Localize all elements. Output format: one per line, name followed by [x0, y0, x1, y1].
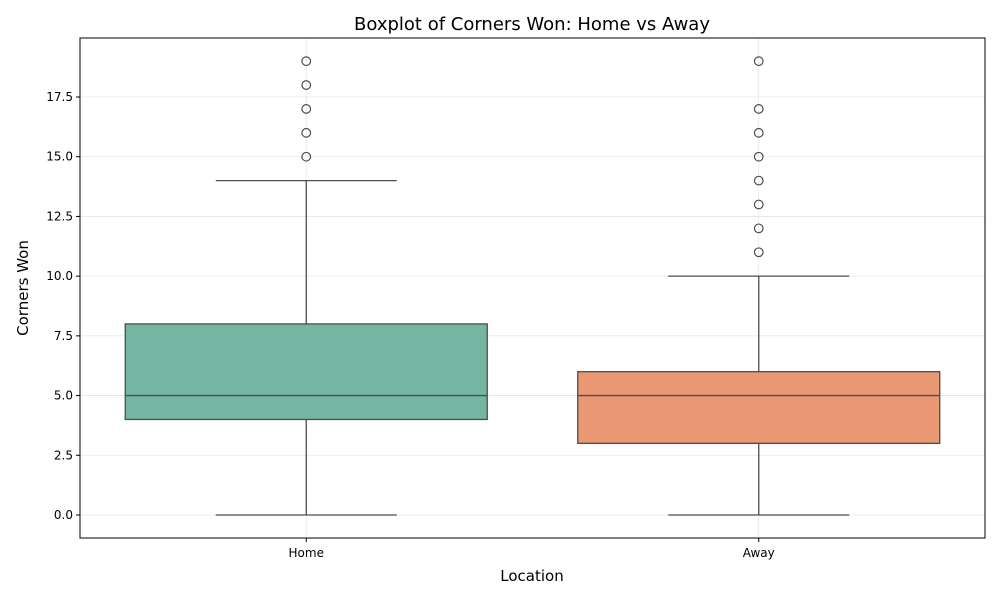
y-tick-label: 0.0 — [54, 508, 73, 522]
outlier-point — [301, 80, 312, 90]
outlier-point — [753, 127, 764, 138]
x-axis-label: Location — [500, 567, 563, 585]
outlier-point — [753, 151, 764, 162]
outlier-point — [301, 104, 312, 114]
outlier-point — [753, 104, 764, 114]
y-tick-label: 12.5 — [46, 209, 73, 223]
box-away — [577, 56, 941, 516]
y-tick-label: 10.0 — [46, 269, 73, 283]
outlier-point — [301, 151, 312, 162]
y-tick-label: 5.0 — [54, 389, 73, 403]
y-tick-label: 7.5 — [54, 329, 73, 343]
y-tick-label: 2.5 — [54, 448, 73, 462]
box-home — [124, 56, 488, 516]
outlier-point — [753, 199, 764, 210]
gridlines — [80, 38, 985, 538]
x-tick-label: Away — [743, 546, 775, 560]
outlier-point — [301, 56, 312, 67]
plot-frame — [79, 37, 986, 539]
outlier-point — [753, 175, 764, 186]
outlier-point — [753, 56, 764, 67]
boxes — [124, 56, 941, 516]
y-axis-label: Corners Won — [14, 240, 32, 336]
y-tick-label: 15.0 — [46, 150, 73, 164]
chart-title: Boxplot of Corners Won: Home vs Away — [354, 14, 710, 35]
x-tick-label: Home — [289, 546, 324, 560]
x-axis-ticks: Home Away — [289, 538, 775, 560]
y-tick-label: 17.5 — [46, 90, 73, 104]
outlier-point — [301, 127, 312, 138]
iqr-box — [124, 323, 488, 421]
y-axis-ticks: 0.0 2.5 5.0 7.5 10.0 12.5 15.0 17.5 — [46, 90, 80, 522]
outlier-point — [753, 247, 764, 258]
outlier-point — [753, 223, 764, 234]
iqr-box — [577, 371, 941, 444]
